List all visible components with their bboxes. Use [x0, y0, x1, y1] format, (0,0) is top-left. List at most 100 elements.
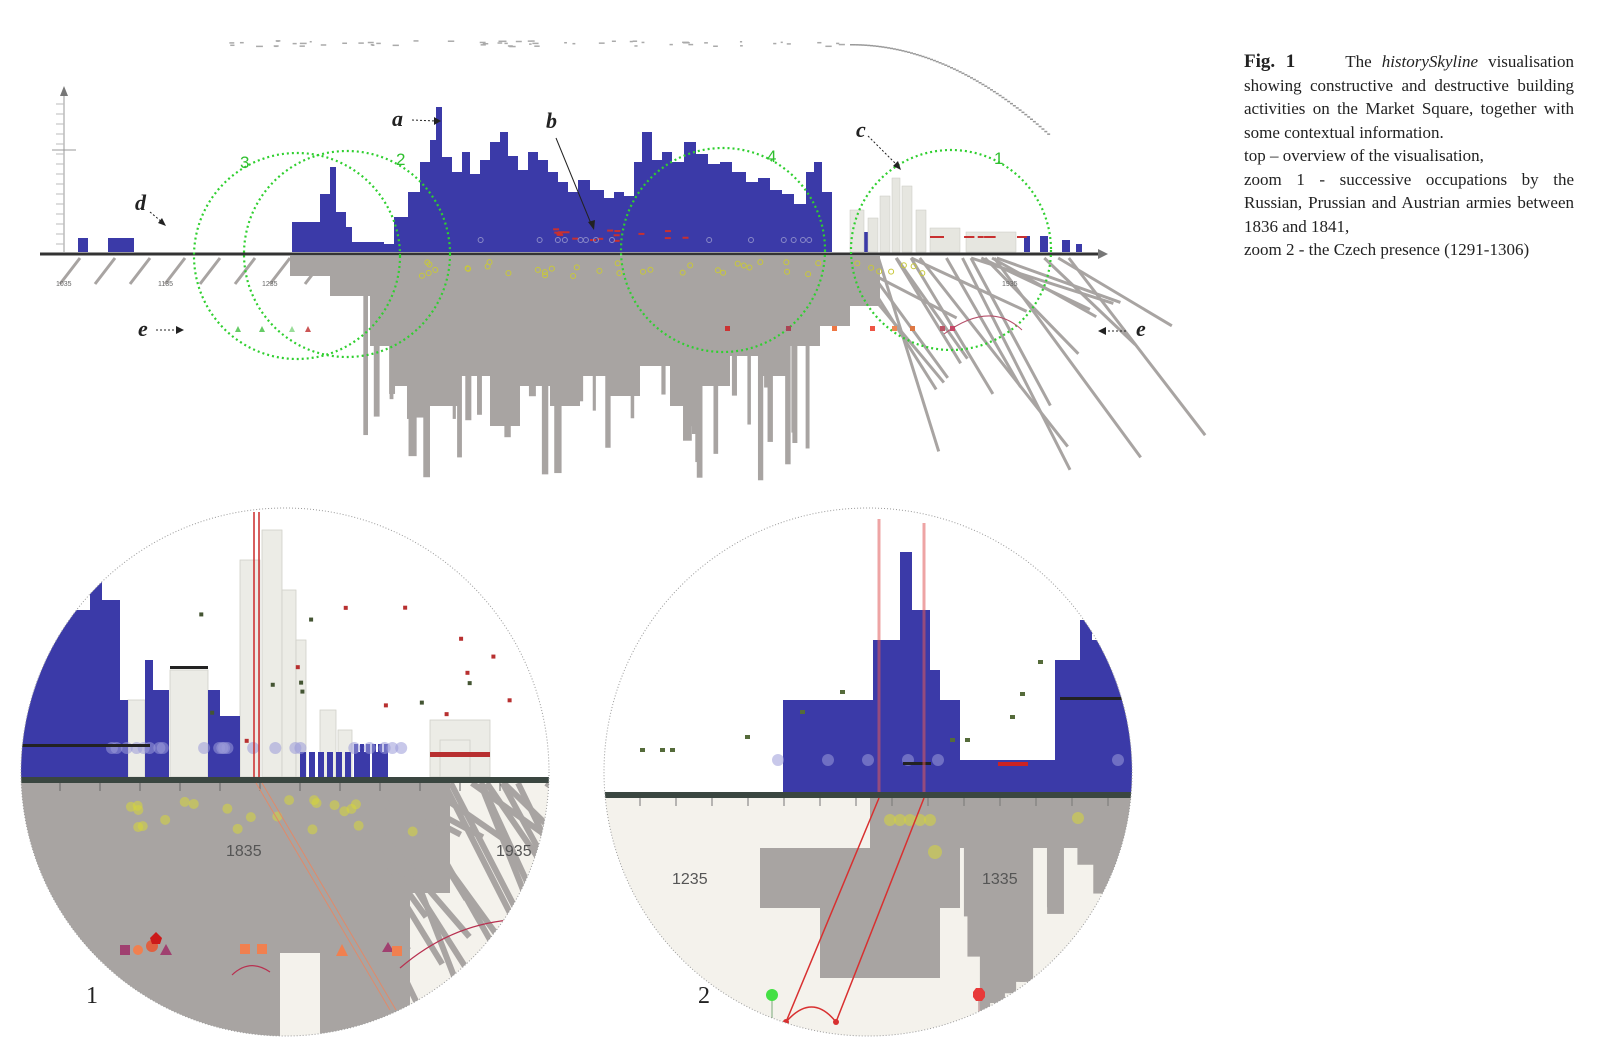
- z1-streak: [308, 781, 437, 1036]
- event-dot: [592, 237, 599, 243]
- z1-bar: [102, 600, 120, 777]
- skyline-bar: [528, 152, 538, 252]
- shadow-step: [460, 256, 490, 376]
- light-bar: [965, 231, 1017, 253]
- context-dot: [230, 44, 235, 47]
- context-dot: [504, 42, 508, 45]
- z1-bar: [309, 752, 315, 777]
- context-dot: [915, 53, 919, 56]
- zoom-circle-1: [849, 148, 1053, 352]
- red-marker: [589, 239, 596, 242]
- context-dot: [527, 40, 532, 42]
- context-dot: [995, 92, 999, 95]
- skyline-bar: [1062, 240, 1070, 252]
- event-dot: [534, 266, 541, 273]
- z1-glyph: [336, 944, 348, 956]
- glyph: [259, 326, 265, 332]
- shadow-spike: [767, 256, 773, 442]
- z1-event: [198, 742, 211, 754]
- shadow-spike: [528, 256, 536, 397]
- red-marker: [1020, 236, 1027, 238]
- zoom1-diag-line-2: [261, 782, 397, 1011]
- event-dot: [536, 237, 543, 243]
- event-dot: [554, 237, 561, 243]
- z2-event: [932, 754, 944, 766]
- z2-event: [800, 710, 805, 714]
- arrowhead-c: [893, 161, 901, 170]
- arrowhead-a: [434, 117, 441, 125]
- z1-event: [407, 826, 418, 837]
- z1-event-line: [170, 666, 208, 669]
- streak: [859, 257, 949, 379]
- streak: [198, 257, 222, 285]
- z2-event-line: [1060, 697, 1132, 700]
- z1-bar: [90, 580, 102, 777]
- skyline-bar: [518, 170, 528, 252]
- red-marker: [597, 237, 604, 240]
- context-dot: [850, 44, 853, 46]
- z1-bar: [384, 744, 388, 777]
- context-dot: [967, 75, 971, 78]
- context-dot: [947, 65, 951, 68]
- context-dot: [1021, 111, 1025, 114]
- z1-glyph: [382, 942, 394, 952]
- context-dot: [932, 59, 936, 62]
- red-marker: [613, 234, 620, 237]
- zoom2-number: 2: [698, 983, 710, 1009]
- context-dot: [958, 71, 962, 73]
- z2-event: [660, 748, 665, 752]
- arrowhead-b: [588, 220, 595, 230]
- z1-event: [160, 814, 171, 825]
- context-dot: [990, 89, 993, 91]
- event-dot: [608, 237, 615, 243]
- z2-shadow: [820, 908, 940, 978]
- streak: [991, 256, 1097, 319]
- contextual-dots: [229, 40, 1051, 135]
- event-dot: [505, 270, 512, 277]
- skyline-bar: [794, 204, 806, 252]
- skyline-bar: [1040, 236, 1048, 252]
- context-dot: [611, 40, 616, 43]
- shadow-spike: [696, 256, 703, 478]
- red-marker: [964, 236, 971, 238]
- light-bar: [879, 195, 891, 253]
- context-dot: [309, 40, 312, 43]
- event-dot: [596, 267, 603, 274]
- destruction-streaks: [58, 256, 1207, 471]
- shadow-spike: [477, 256, 482, 415]
- context-dot: [447, 40, 455, 42]
- z1-event: [363, 742, 376, 754]
- zoom2-events: [640, 660, 1132, 859]
- zoom-label-3: 3: [240, 153, 249, 172]
- streak: [996, 256, 1121, 304]
- z1-light: [439, 739, 471, 778]
- context-dot: [392, 44, 399, 47]
- glyph: [892, 326, 897, 331]
- context-dot: [780, 41, 783, 44]
- context-dot: [964, 74, 968, 76]
- context-dot: [1004, 98, 1008, 101]
- z1-event: [153, 742, 166, 754]
- skyline-bar: [346, 227, 352, 252]
- streak: [894, 257, 962, 365]
- context-dot: [532, 42, 539, 45]
- z1-event: [383, 703, 388, 708]
- zoom1-arc: [399, 919, 511, 969]
- red-marker: [989, 236, 996, 238]
- shadow-spike: [373, 256, 380, 417]
- context-dot: [941, 63, 945, 65]
- overview-visualisation: 1035 1135 1235 1935 3 2 4 1 a b c d e e: [40, 40, 1207, 481]
- context-dot: [875, 45, 879, 48]
- caption-line-zoom2: zoom 2 - the Czech presence (1291-1306): [1244, 240, 1530, 259]
- context-dot: [852, 44, 856, 46]
- z1-event: [395, 742, 408, 754]
- z1-bar: [336, 752, 342, 777]
- skyline-bar: [558, 182, 568, 252]
- z2-bar: [900, 552, 912, 792]
- z1-event: [199, 612, 204, 617]
- skyline-bar: [442, 157, 452, 252]
- red-marker: [553, 228, 560, 231]
- context-dot: [1015, 107, 1019, 109]
- z2-event: [1010, 715, 1015, 719]
- zoom2-border: [603, 507, 1133, 1037]
